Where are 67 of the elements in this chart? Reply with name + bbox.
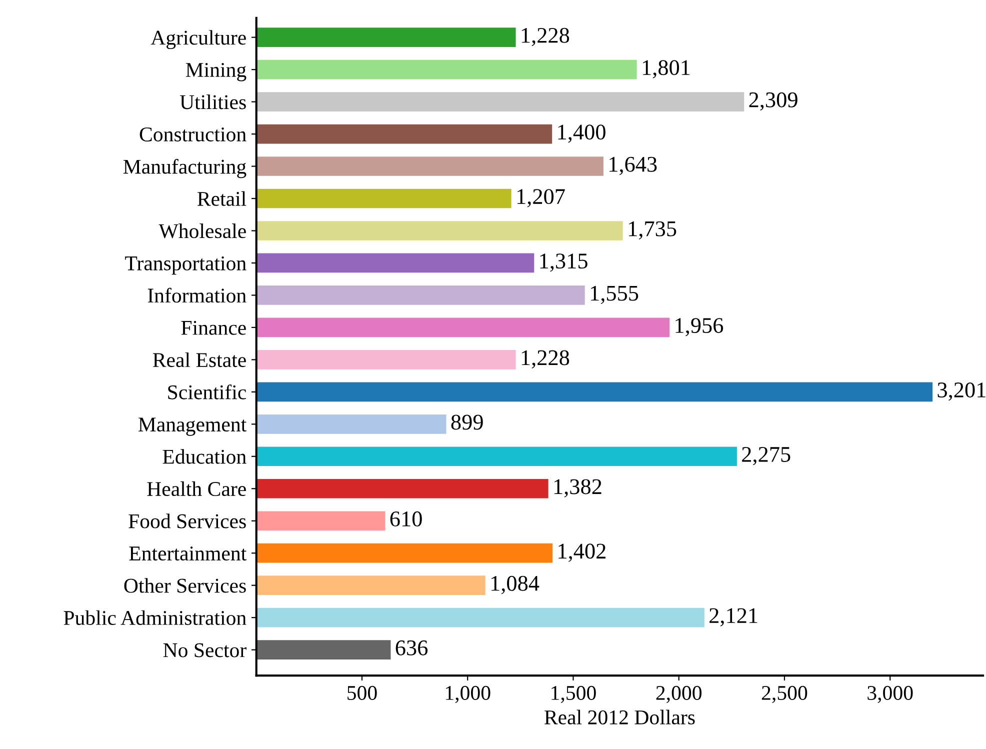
data-label: 1,555 (590, 286, 638, 304)
data-label: 2,121 (710, 608, 758, 626)
y-tick-label: Finance (181, 320, 246, 335)
bar (256, 543, 553, 563)
y-tick-label: Scientific (168, 384, 246, 400)
x-tick-label: 1,500 (552, 686, 596, 703)
bar (256, 60, 637, 80)
y-tick-label: Other Services (124, 578, 246, 593)
bar (256, 124, 552, 144)
data-label: 2,309 (749, 92, 798, 111)
data-label: 1,228 (522, 350, 570, 368)
x-tick-label: 1,000 (446, 686, 490, 703)
bar (256, 156, 604, 176)
data-label: 1,956 (676, 318, 724, 336)
data-label: 1,315 (540, 254, 588, 272)
bar (256, 350, 516, 370)
data-label: 1,801 (642, 60, 690, 78)
y-tick-label: Agriculture (150, 30, 246, 50)
data-label: 1,228 (522, 28, 570, 46)
y-tick-label: Real Estate (152, 352, 246, 368)
x-axis-title: Real 2012 Dollars (544, 710, 695, 724)
y-tick-label: No Sector (163, 643, 246, 658)
data-label: 1,400 (558, 124, 606, 143)
x-tick-label: 2,500 (762, 686, 808, 703)
bar (256, 221, 623, 240)
y-tick-label: Construction (140, 127, 246, 142)
x-tick-label: 3,000 (868, 686, 913, 703)
bar (256, 446, 737, 466)
y-tick-label: Transportation (125, 256, 246, 275)
data-label: 1,207 (517, 189, 565, 208)
x-tick-label: 500 (348, 686, 377, 700)
data-label: 610 (390, 511, 422, 526)
y-tick-label: Information (148, 288, 246, 303)
bar (256, 253, 534, 273)
bar (256, 92, 744, 112)
x-tick-label: 2,000 (656, 686, 702, 703)
data-label: 1,402 (558, 544, 606, 562)
data-label: 1,084 (491, 576, 540, 594)
bar (256, 478, 548, 498)
bar (256, 382, 933, 402)
bar (256, 188, 512, 208)
bar (256, 576, 486, 596)
bar (256, 318, 670, 338)
y-tick-label: Wholesale (158, 224, 246, 238)
data-label: 3,201 (938, 382, 986, 401)
data-label: 1,382 (554, 479, 602, 498)
data-label: 1,735 (628, 221, 676, 240)
bar (256, 608, 704, 628)
data-label: 636 (396, 640, 428, 656)
y-tick-label: Health Care (147, 481, 246, 496)
y-tick-label: Public Administration (64, 610, 246, 626)
data-label: 899 (451, 414, 483, 430)
y-tick-label: Entertainment (129, 546, 247, 561)
data-label: 2,275 (742, 447, 790, 466)
bar (256, 640, 391, 660)
y-tick-label: Mining (186, 62, 246, 82)
y-tick-label: Manufacturing (123, 158, 246, 178)
bar (256, 414, 446, 434)
bar (256, 511, 386, 531)
y-tick-label: Education (162, 449, 246, 464)
y-tick-label: Food Services (128, 514, 246, 528)
y-tick-label: Retail (197, 191, 246, 206)
y-tick-label: Management (138, 418, 247, 436)
data-label: 1,643 (610, 156, 657, 176)
y-tick-label: Utilities (180, 94, 246, 110)
bar (256, 28, 516, 47)
bar (256, 286, 585, 305)
